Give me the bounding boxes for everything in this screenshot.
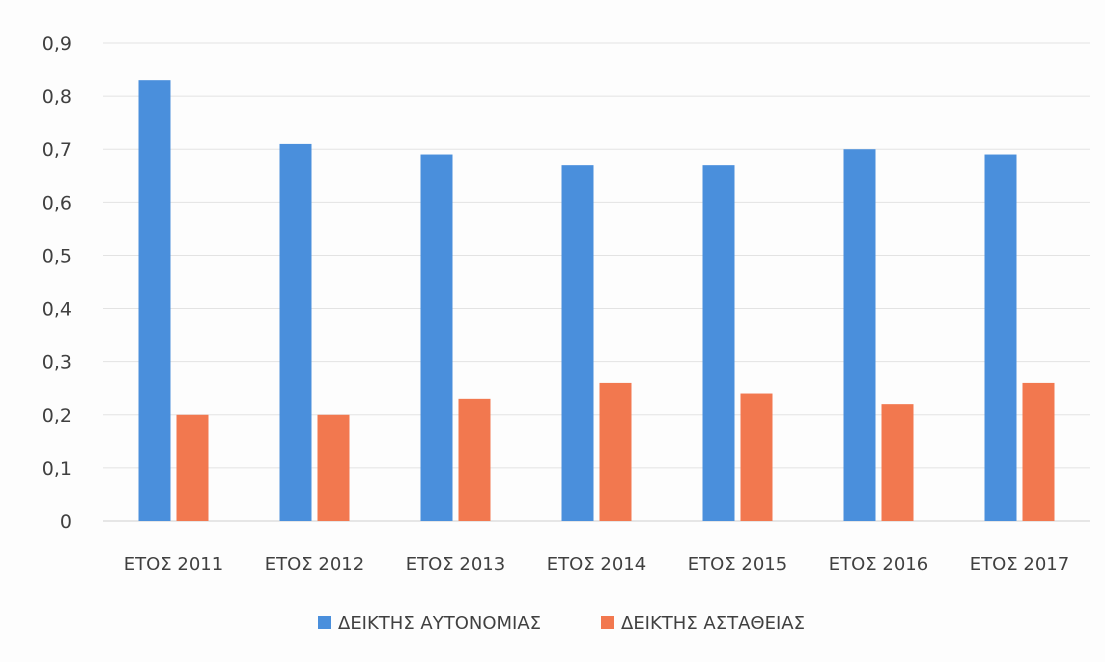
bar-instability-7 bbox=[1022, 382, 1055, 521]
y-axis-tick-labels: 0 0,1 0,2 0,3 0,4 0,5 0,6 0,7 0,8 0,9 bbox=[42, 33, 72, 533]
bars bbox=[138, 80, 1055, 522]
bar-autonomy-3 bbox=[420, 154, 453, 522]
x-category-label: ΕΤΟΣ 2013 bbox=[406, 554, 505, 575]
legend-swatch bbox=[318, 616, 331, 629]
bar-autonomy-2 bbox=[279, 143, 312, 521]
x-category-label: ΕΤΟΣ 2016 bbox=[829, 554, 928, 575]
x-category-label: ΕΤΟΣ 2011 bbox=[124, 554, 223, 575]
y-tick-label: 0,5 bbox=[42, 245, 72, 267]
bar-instability-1 bbox=[176, 414, 209, 521]
bar-instability-5 bbox=[740, 393, 773, 521]
x-category-label: ΕΤΟΣ 2015 bbox=[688, 554, 787, 575]
y-tick-label: 0,3 bbox=[42, 352, 72, 374]
y-tick-label: 0,1 bbox=[42, 458, 72, 480]
grid-lines bbox=[103, 42, 1090, 522]
y-tick-label: 0,7 bbox=[42, 139, 72, 161]
bar-autonomy-6 bbox=[843, 149, 876, 521]
x-axis-category-labels: ΕΤΟΣ 2011 ΕΤΟΣ 2012 ΕΤΟΣ 2013 ΕΤΟΣ 2014 ΕΤΟΣ… bbox=[124, 554, 1069, 575]
bar-autonomy-7 bbox=[984, 154, 1017, 522]
y-tick-label: 0,9 bbox=[42, 33, 72, 55]
bar-autonomy-4 bbox=[561, 165, 594, 521]
y-tick-label: 0,6 bbox=[42, 192, 72, 214]
bar-instability-2 bbox=[317, 414, 350, 521]
bar-autonomy-5 bbox=[702, 165, 735, 521]
x-category-label: ΕΤΟΣ 2012 bbox=[265, 554, 364, 575]
legend-swatch bbox=[601, 616, 614, 629]
x-category-label: ΕΤΟΣ 2017 bbox=[970, 554, 1069, 575]
y-tick-label: 0,2 bbox=[42, 405, 72, 427]
bar-autonomy-1 bbox=[138, 80, 171, 521]
y-tick-label: 0,4 bbox=[42, 299, 72, 321]
bar-instability-6 bbox=[881, 404, 914, 521]
bar-instability-4 bbox=[599, 382, 632, 521]
legend-label: ΔΕΙΚΤΗΣ ΑΣΤΑΘΕΙΑΣ bbox=[621, 613, 805, 634]
y-tick-label: 0 bbox=[60, 511, 72, 533]
legend-label: ΔΕΙΚΤΗΣ ΑΥΤΟΝΟΜΙΑΣ bbox=[338, 613, 541, 634]
bar-instability-3 bbox=[458, 398, 491, 521]
y-tick-label: 0,8 bbox=[42, 86, 72, 108]
x-category-label: ΕΤΟΣ 2014 bbox=[547, 554, 646, 575]
legend: ΔΕΙΚΤΗΣ ΑΥΤΟΝΟΜΙΑΣ ΔΕΙΚΤΗΣ ΑΣΤΑΘΕΙΑΣ bbox=[318, 613, 805, 634]
